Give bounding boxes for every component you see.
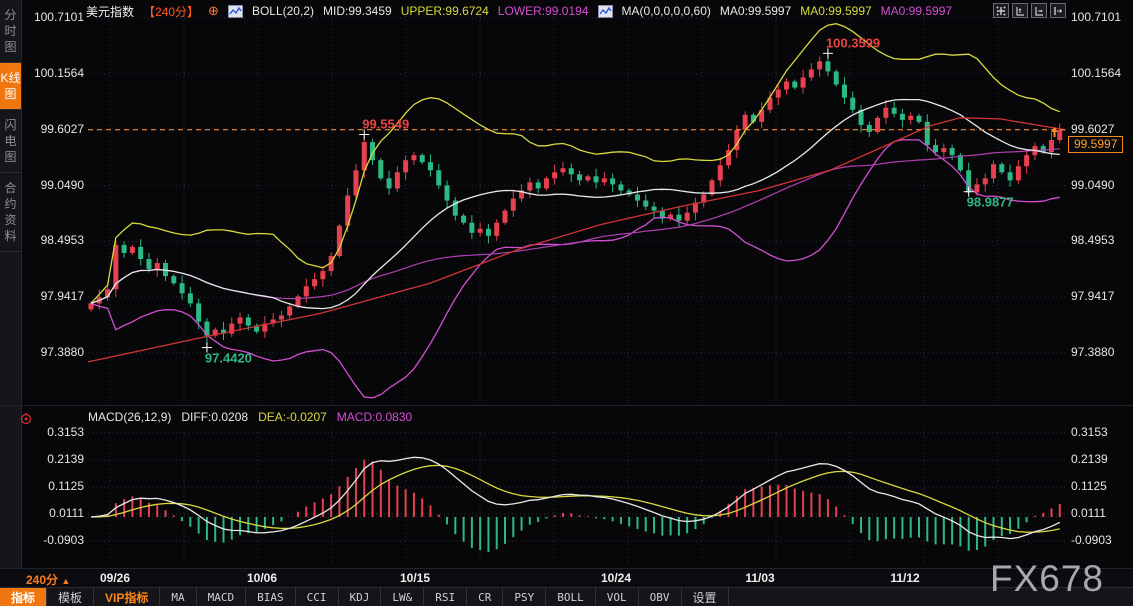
- macd-dea-value: DEA:-0.0207: [258, 410, 327, 424]
- axis-tick-label: 100.1564: [33, 65, 84, 80]
- toolbar-tab-VOL[interactable]: VOL: [596, 588, 639, 606]
- toolbar-tab-VIP指标[interactable]: VIP指标: [94, 588, 161, 606]
- axis-tick-label: 0.1125: [48, 479, 84, 493]
- ma0-white-value: MA0:99.5997: [719, 4, 792, 18]
- date-label: 10/24: [600, 571, 632, 585]
- axis-tick-label: 98.4953: [1071, 233, 1115, 248]
- toolbar-divider: [0, 587, 1133, 588]
- axis-tick-label: 100.1564: [1071, 65, 1122, 80]
- axis-tick-label: 0.3153: [1071, 424, 1108, 439]
- axis-scale-right-icon[interactable]: [1031, 3, 1047, 18]
- toolbar-tab-BOLL[interactable]: BOLL: [546, 588, 596, 606]
- axis-tick-label: 0.2139: [47, 451, 84, 466]
- left-sidebar: 分时图 K线图 闪电图 合约资料: [0, 0, 22, 570]
- axis-tick-label: 98.4953: [40, 233, 84, 248]
- axis-tick-label: 0.0111: [49, 506, 84, 520]
- sidebar-tab-1[interactable]: K线图: [0, 63, 21, 110]
- date-row-divider: [0, 568, 1133, 569]
- axis-tick-label: 97.3880: [40, 345, 84, 359]
- svg-text:98.9877: 98.9877: [967, 195, 1014, 210]
- axis-tick-label: 99.6027: [1071, 121, 1115, 136]
- sidebar-tab-0[interactable]: 分时图: [0, 0, 21, 63]
- toolbar-tab-指标[interactable]: 指标: [0, 588, 48, 606]
- ma-label: MA(0,0,0,0,0,60): [621, 4, 711, 18]
- price-marker-icon: [1048, 126, 1061, 138]
- boll-lower-value: LOWER:99.0194: [497, 4, 589, 18]
- axis-tick-label: -0.0903: [1071, 533, 1112, 547]
- period-label[interactable]: 【240分】: [143, 4, 200, 19]
- date-label: 10/06: [246, 571, 278, 585]
- toolbar-tab-MA[interactable]: MA: [160, 588, 197, 606]
- axis-tick-label: 0.2139: [1071, 451, 1108, 466]
- boll-upper-value: UPPER:99.6724: [400, 4, 489, 18]
- boll-label: BOLL(20,2): [251, 4, 314, 18]
- toolbar-tab-MACD[interactable]: MACD: [197, 588, 247, 606]
- sidebar-tab-3[interactable]: 合约资料: [0, 173, 21, 252]
- axis-tick-label: 99.6027: [40, 121, 84, 136]
- axis-tick-label: 0.0111: [1071, 506, 1106, 520]
- svg-text:99.5549: 99.5549: [362, 116, 409, 131]
- date-label: 11/03: [745, 571, 775, 585]
- axis-tick-label: 0.3153: [47, 424, 84, 439]
- axis-tick-label: 0.1125: [1071, 479, 1107, 493]
- macd-header: MACD(26,12,9) DIFF:0.0208 DEA:-0.0207 MA…: [88, 410, 412, 424]
- chart-toolbar-icons: [993, 3, 1066, 18]
- date-label: 11/12: [890, 571, 920, 585]
- toolbar-tab-LW&[interactable]: LW&: [381, 588, 425, 606]
- indicator-panel-icon[interactable]: [20, 413, 32, 425]
- ma0-magenta-value: MA0:99.5997: [880, 4, 953, 18]
- date-axis: 240分 ▲ 09/26 10/06 10/15 10/24 11/03 11/12: [0, 569, 1133, 588]
- macd-label: MACD(26,12,9): [88, 410, 172, 424]
- triangle-up-icon: ▲: [61, 576, 71, 586]
- toolbar-tab-RSI[interactable]: RSI: [424, 588, 468, 606]
- add-indicator-icon[interactable]: ⊕: [208, 3, 219, 18]
- axis-tick-label: 100.7101: [33, 10, 84, 24]
- ma-chart-icon[interactable]: [597, 4, 613, 18]
- watermark: FX678: [990, 558, 1105, 599]
- axis-tick-label: -0.0903: [43, 533, 84, 547]
- toolbar-tab-BIAS[interactable]: BIAS: [246, 588, 296, 606]
- toolbar-tab-KDJ[interactable]: KDJ: [339, 588, 382, 606]
- symbol-name: 美元指数: [86, 4, 135, 19]
- axis-tick-label: 97.3880: [1071, 345, 1115, 359]
- candlestick-chart[interactable]: 97.4420 99.5549 100.3599 98.9877: [88, 14, 1066, 406]
- macd-macd-value: MACD:0.0830: [336, 410, 413, 424]
- axis-tick-label: 97.9417: [1071, 289, 1115, 304]
- last-price-tag: 99.5997: [1068, 136, 1124, 153]
- toolbar-tab-模板[interactable]: 模板: [47, 588, 95, 606]
- period-selector-label: 240分: [26, 573, 59, 587]
- pane-shift-icon[interactable]: [1050, 3, 1066, 18]
- indicator-toolbar: 指标 模板 VIP指标 MA MACD BIAS CCI KDJ LW& RSI CR PSY BOLL…: [0, 588, 1133, 606]
- date-label: 10/15: [399, 571, 431, 585]
- toolbar-tab-CR[interactable]: CR: [467, 588, 504, 606]
- axis-tick-label: 100.7101: [1071, 10, 1122, 24]
- date-label: 09/26: [99, 571, 131, 585]
- boll-chart-icon[interactable]: [227, 4, 243, 18]
- axis-tick-label: 99.0490: [40, 177, 84, 192]
- axis-tick-label: 99.0490: [1071, 177, 1115, 192]
- macd-chart[interactable]: [88, 426, 1066, 566]
- chart-header: 美元指数 【240分】 ⊕ BOLL(20,2) MID:99.3459 UPP…: [86, 3, 952, 19]
- axis-tick-label: 97.9417: [40, 289, 84, 304]
- macd-diff-value: DIFF:0.0208: [181, 410, 249, 424]
- svg-text:100.3599: 100.3599: [826, 35, 880, 50]
- panel-divider: [0, 405, 1133, 406]
- ma0-yellow-value: MA0:99.5997: [800, 4, 872, 18]
- sidebar-tab-2[interactable]: 闪电图: [0, 110, 21, 173]
- toolbar-tab-PSY[interactable]: PSY: [503, 588, 547, 606]
- toolbar-tab-CCI[interactable]: CCI: [296, 588, 339, 606]
- toolbar-tab-设置[interactable]: 设置: [682, 588, 729, 606]
- toolbar-tab-OBV[interactable]: OBV: [639, 588, 682, 606]
- boll-mid-value: MID:99.3459: [323, 4, 392, 18]
- svg-text:97.4420: 97.4420: [205, 351, 252, 366]
- period-selector[interactable]: 240分 ▲: [26, 571, 70, 588]
